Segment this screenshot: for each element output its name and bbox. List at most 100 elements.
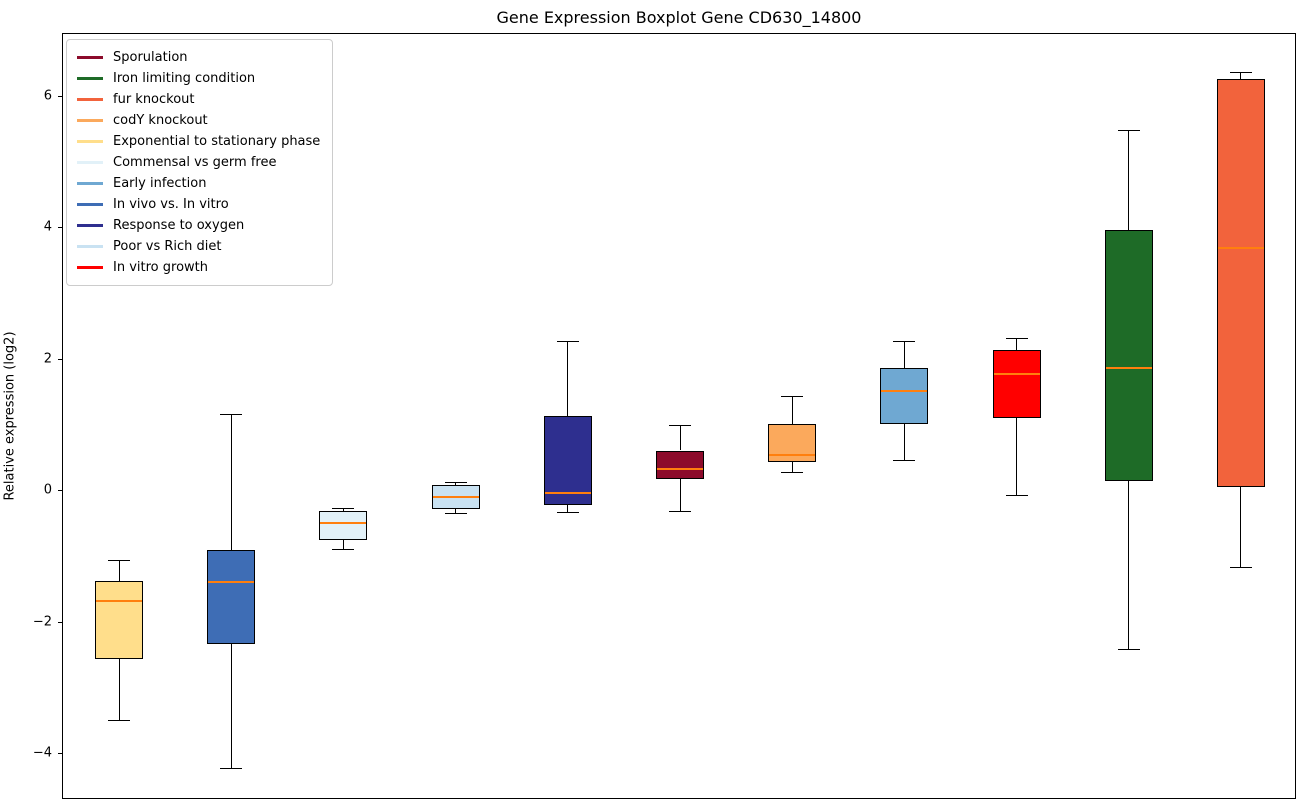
legend: Sporulation Iron limiting condition fur kn… — [66, 39, 334, 286]
whisker-lower — [1128, 481, 1130, 649]
whisker-upper — [118, 560, 120, 581]
y-tick-label: 0 — [43, 482, 52, 498]
legend-item: Exponential to stationary phase — [77, 131, 320, 152]
y-tick-mark — [58, 490, 62, 492]
legend-label: In vitro growth — [113, 260, 208, 275]
y-tick-mark — [58, 358, 62, 360]
whisker-cap-lower — [332, 549, 355, 551]
box — [1216, 79, 1265, 487]
whisker-upper — [455, 482, 457, 485]
legend-item: In vivo vs. In vitro — [77, 194, 320, 215]
legend-label: Early infection — [113, 176, 207, 191]
legend-swatch — [77, 77, 103, 80]
whisker-cap-upper — [108, 560, 131, 562]
whisker-cap-lower — [556, 511, 579, 513]
y-tick-label: −4 — [32, 745, 52, 761]
legend-item: Sporulation — [77, 47, 320, 68]
whisker-lower — [567, 505, 569, 512]
whisker-cap-lower — [669, 510, 691, 512]
legend-label: Commensal vs germ free — [113, 155, 277, 170]
whisker-upper — [1016, 338, 1018, 350]
y-tick-label: 4 — [43, 219, 52, 235]
legend-label: fur knockout — [113, 92, 195, 107]
legend-swatch — [77, 119, 103, 122]
whisker-cap-upper — [556, 341, 579, 343]
whisker-upper — [1240, 72, 1242, 80]
whisker-lower — [679, 479, 681, 511]
legend-label: Response to oxygen — [113, 218, 245, 233]
whisker-lower — [903, 423, 905, 460]
median-line — [1217, 247, 1264, 250]
whisker-cap-lower — [781, 471, 804, 473]
whisker-cap-upper — [893, 341, 916, 343]
whisker-lower — [230, 643, 232, 769]
chart-title: Gene Expression Boxplot Gene CD630_14800 — [496, 8, 862, 27]
whisker-cap-lower — [1005, 494, 1028, 496]
legend-item: Commensal vs germ free — [77, 152, 320, 173]
box — [207, 550, 256, 644]
median-line — [993, 373, 1040, 376]
y-tick-mark — [58, 227, 62, 229]
legend-label: Poor vs Rich diet — [113, 239, 222, 254]
box — [319, 510, 368, 540]
legend-item: Response to oxygen — [77, 215, 320, 236]
whisker-lower — [791, 461, 793, 472]
whisker-lower — [118, 658, 120, 720]
whisker-cap-upper — [1005, 338, 1028, 340]
whisker-lower — [455, 508, 457, 513]
legend-swatch — [77, 140, 103, 143]
median-line — [1105, 367, 1152, 370]
whisker-lower — [1016, 417, 1018, 495]
median-line — [432, 496, 479, 499]
whisker-upper — [230, 413, 232, 551]
y-axis-label: Relative expression (log2) — [2, 331, 18, 501]
whisker-cap-lower — [108, 719, 131, 721]
whisker-upper — [342, 508, 344, 511]
legend-item: Poor vs Rich diet — [77, 236, 320, 257]
box — [543, 415, 592, 506]
whisker-upper — [679, 424, 681, 451]
whisker-cap-lower — [220, 768, 243, 770]
box — [95, 580, 144, 659]
whisker-upper — [903, 341, 905, 368]
whisker-cap-upper — [669, 424, 691, 426]
box — [992, 349, 1041, 418]
legend-swatch — [77, 56, 103, 59]
legend-item: Iron limiting condition — [77, 68, 320, 89]
legend-item: codY knockout — [77, 110, 320, 131]
median-line — [769, 454, 816, 457]
legend-swatch — [77, 161, 103, 164]
legend-label: Sporulation — [113, 50, 188, 65]
legend-swatch — [77, 98, 103, 101]
y-tick-mark — [58, 621, 62, 623]
whisker-upper — [791, 395, 793, 425]
legend-swatch — [77, 182, 103, 185]
y-tick-label: 6 — [43, 88, 52, 104]
whisker-lower — [342, 539, 344, 550]
median-line — [208, 580, 255, 583]
y-tick-mark — [58, 96, 62, 98]
legend-swatch — [77, 203, 103, 206]
y-tick-label: −2 — [32, 614, 52, 630]
whisker-cap-upper — [220, 413, 243, 415]
box — [656, 450, 704, 480]
whisker-cap-upper — [332, 508, 355, 510]
whisker-cap-lower — [893, 459, 916, 461]
whisker-upper — [1128, 129, 1130, 231]
legend-swatch — [77, 266, 103, 269]
median-line — [544, 491, 591, 494]
y-tick-mark — [58, 753, 62, 754]
legend-item: Early infection — [77, 173, 320, 194]
legend-label: Exponential to stationary phase — [113, 134, 321, 149]
whisker-cap-lower — [444, 512, 467, 514]
whisker-cap-lower — [1229, 566, 1252, 568]
box — [880, 367, 929, 424]
legend-swatch — [77, 224, 103, 227]
box — [1104, 230, 1153, 482]
legend-item: fur knockout — [77, 89, 320, 110]
median-line — [320, 521, 367, 524]
whisker-lower — [1240, 486, 1242, 567]
whisker-upper — [567, 341, 569, 416]
legend-swatch — [77, 245, 103, 248]
whisker-cap-lower — [1117, 648, 1140, 650]
